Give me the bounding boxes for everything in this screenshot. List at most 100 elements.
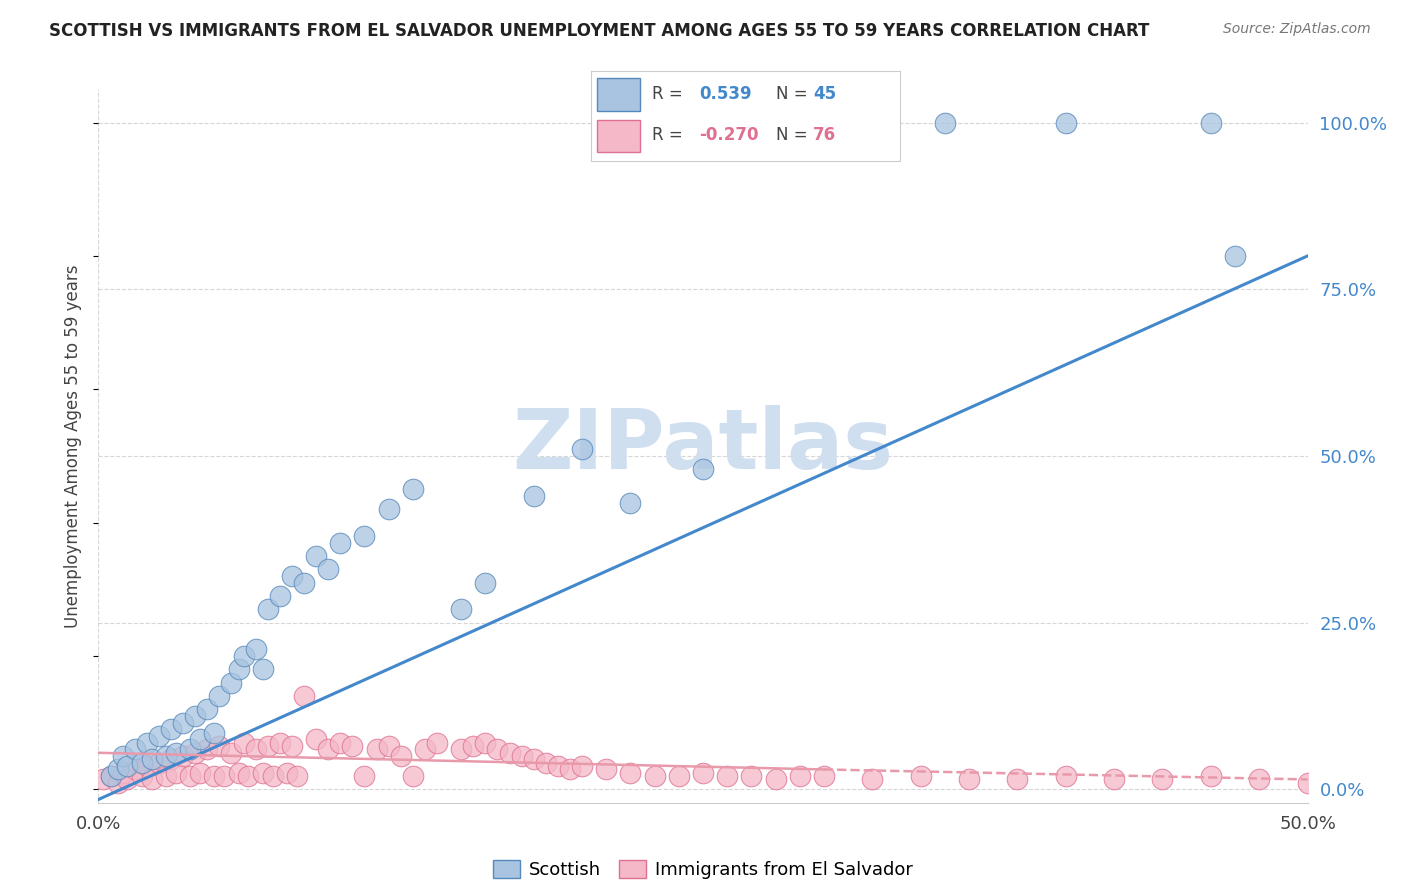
Point — [426, 736, 449, 750]
Point — [117, 759, 139, 773]
Y-axis label: Unemployment Among Ages 55 to 59 years: Unemployment Among Ages 55 to 59 years — [65, 264, 83, 628]
Point — [107, 776, 129, 790]
Point — [245, 642, 267, 657]
Point — [329, 535, 352, 549]
Point — [184, 709, 207, 723]
Point — [716, 769, 738, 783]
Point — [389, 749, 412, 764]
Point — [813, 115, 835, 129]
Point — [619, 496, 641, 510]
Point — [256, 739, 278, 753]
Point — [111, 749, 134, 764]
Point — [131, 756, 153, 770]
Point — [510, 749, 533, 764]
Point — [107, 763, 129, 777]
Point — [571, 759, 593, 773]
Point — [558, 763, 581, 777]
Point — [474, 575, 496, 590]
Point — [155, 769, 177, 783]
Point — [269, 589, 291, 603]
Point — [1054, 115, 1077, 129]
Point — [221, 675, 243, 690]
Point — [450, 742, 472, 756]
Point — [111, 765, 134, 780]
Point — [172, 715, 194, 730]
Point — [342, 739, 364, 753]
Point — [204, 725, 226, 739]
Point — [179, 769, 201, 783]
Point — [1199, 769, 1222, 783]
Point — [860, 772, 883, 787]
Legend: Scottish, Immigrants from El Salvador: Scottish, Immigrants from El Salvador — [485, 853, 921, 887]
Point — [1199, 115, 1222, 129]
Point — [100, 769, 122, 783]
Point — [124, 763, 146, 777]
Point — [252, 765, 274, 780]
Point — [148, 756, 170, 770]
Point — [316, 562, 339, 576]
Point — [498, 746, 520, 760]
Point — [195, 742, 218, 756]
Point — [208, 689, 231, 703]
Point — [523, 752, 546, 766]
Point — [377, 502, 399, 516]
Point — [148, 729, 170, 743]
Text: Source: ZipAtlas.com: Source: ZipAtlas.com — [1223, 22, 1371, 37]
Point — [595, 763, 617, 777]
Point — [292, 689, 315, 703]
Point — [188, 765, 211, 780]
Point — [910, 769, 932, 783]
Point — [1249, 772, 1271, 787]
Point — [1223, 249, 1246, 263]
Point — [124, 742, 146, 756]
Point — [160, 752, 183, 766]
Point — [366, 742, 388, 756]
Point — [644, 769, 666, 783]
Point — [188, 732, 211, 747]
Point — [474, 736, 496, 750]
Point — [135, 736, 157, 750]
Point — [212, 769, 235, 783]
Point — [957, 772, 980, 787]
Bar — [596, 78, 640, 111]
Point — [353, 769, 375, 783]
Point — [305, 549, 328, 563]
Point — [547, 759, 569, 773]
Point — [668, 769, 690, 783]
Point — [463, 739, 485, 753]
Point — [305, 732, 328, 747]
Point — [329, 736, 352, 750]
Text: 76: 76 — [813, 126, 837, 145]
Text: R =: R = — [652, 126, 689, 145]
Point — [534, 756, 557, 770]
Point — [172, 749, 194, 764]
Point — [141, 752, 163, 766]
Text: N =: N = — [776, 85, 813, 103]
Text: ZIPatlas: ZIPatlas — [513, 406, 893, 486]
Point — [204, 769, 226, 783]
Point — [740, 769, 762, 783]
Text: 45: 45 — [813, 85, 837, 103]
Point — [245, 742, 267, 756]
Point — [238, 769, 260, 783]
Point — [402, 769, 425, 783]
Point — [155, 749, 177, 764]
Point — [619, 765, 641, 780]
Point — [195, 702, 218, 716]
Point — [1296, 776, 1319, 790]
Point — [269, 736, 291, 750]
Point — [1152, 772, 1174, 787]
Point — [165, 746, 187, 760]
Point — [160, 723, 183, 737]
Point — [402, 483, 425, 497]
Text: -0.270: -0.270 — [699, 126, 758, 145]
Point — [281, 569, 304, 583]
Point — [789, 769, 811, 783]
Point — [232, 736, 254, 750]
Text: SCOTTISH VS IMMIGRANTS FROM EL SALVADOR UNEMPLOYMENT AMONG AGES 55 TO 59 YEARS C: SCOTTISH VS IMMIGRANTS FROM EL SALVADOR … — [49, 22, 1150, 40]
Point — [1102, 772, 1125, 787]
Point — [184, 746, 207, 760]
Point — [353, 529, 375, 543]
Point — [934, 115, 956, 129]
Point — [135, 759, 157, 773]
